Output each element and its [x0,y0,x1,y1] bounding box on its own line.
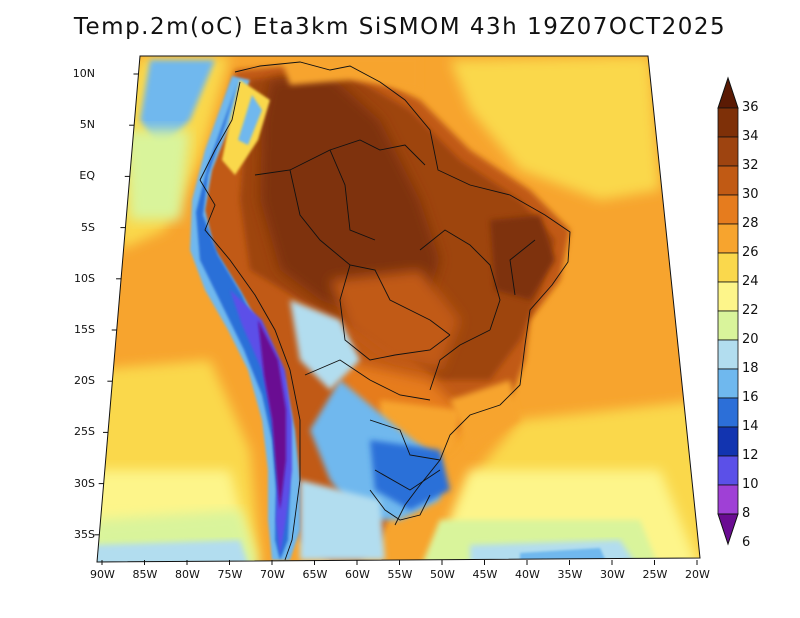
colorbar-top-arrow [717,76,739,109]
colorbar-label: 24 [742,274,759,289]
colorbar-label: 32 [742,158,759,173]
colorbar-label: 28 [742,216,759,231]
country-borders [199,61,571,561]
lat-tick-label: 25S [74,425,95,439]
lon-tick-label: 80W [175,568,200,581]
colorbar-label: 16 [742,390,759,405]
colorbar-label: 34 [742,129,759,144]
colorbar-label: 36 [742,100,759,115]
colorbar-label: 30 [742,187,759,202]
lat-tick-label: 10N [72,67,95,80]
colorbar-bottom-arrow [717,513,739,546]
colorbar-swatch [717,252,739,283]
temperature-field [97,56,700,562]
lat-tick-label: 15S [74,323,95,336]
colorbar-swatch [717,310,739,341]
colorbar-label: 6 [742,535,751,550]
lon-tick-label: 70W [260,568,285,581]
colorbar-swatch [717,455,739,486]
colorbar-swatch [717,107,739,138]
colorbar-swatch [717,223,739,254]
lat-tick-label: 10S [74,271,95,285]
lon-tick-label: 60W [345,568,370,581]
lon-tick-label: 90W [90,568,115,581]
colorbar-swatch [717,194,739,225]
lat-tick-label: EQ [79,169,95,183]
colorbar-swatch [717,136,739,167]
colorbar [717,76,739,546]
map-title: Temp.2m(oC) Eta3km SiSMOM 43h 19Z07OCT20… [73,14,727,40]
lon-tick-label: 85W [132,568,158,581]
colorbar-swatch [717,484,739,515]
colorbar-swatch [717,397,739,428]
colorbar-label: 12 [742,448,759,463]
lon-tick-label: 55W [387,568,413,581]
colorbar-label: 10 [742,477,759,492]
lon-tick-label: 65W [302,568,328,581]
lon-tick-label: 25W [642,568,668,581]
lon-tick-label: 45W [472,568,498,581]
lat-tick-label: 5N [79,118,95,132]
colorbar-swatch [717,426,739,457]
colorbar-label: 26 [742,245,759,260]
lon-tick-label: 30W [600,568,625,581]
lat-tick-label: 5S [81,220,95,234]
colorbar-label: 22 [742,303,759,318]
colorbar-label: 14 [742,419,759,434]
colorbar-label: 20 [742,332,759,347]
colorbar-swatch [717,165,739,196]
lat-tick-label: 35S [74,527,95,541]
domain-outline [96,55,701,563]
colorbar-swatch [717,281,739,312]
colorbar-swatch [717,368,739,399]
lon-tick-label: 75W [217,568,243,581]
lon-tick-label: 20W [685,568,710,581]
colorbar-swatch [717,339,739,370]
lat-tick-label: 30S [74,476,95,490]
colorbar-label: 18 [742,361,759,376]
lat-tick-label: 20S [74,374,95,388]
lon-tick-label: 40W [515,568,540,581]
lon-tick-label: 35W [557,568,583,581]
lon-tick-label: 50W [430,568,455,581]
colorbar-label: 8 [742,506,751,521]
